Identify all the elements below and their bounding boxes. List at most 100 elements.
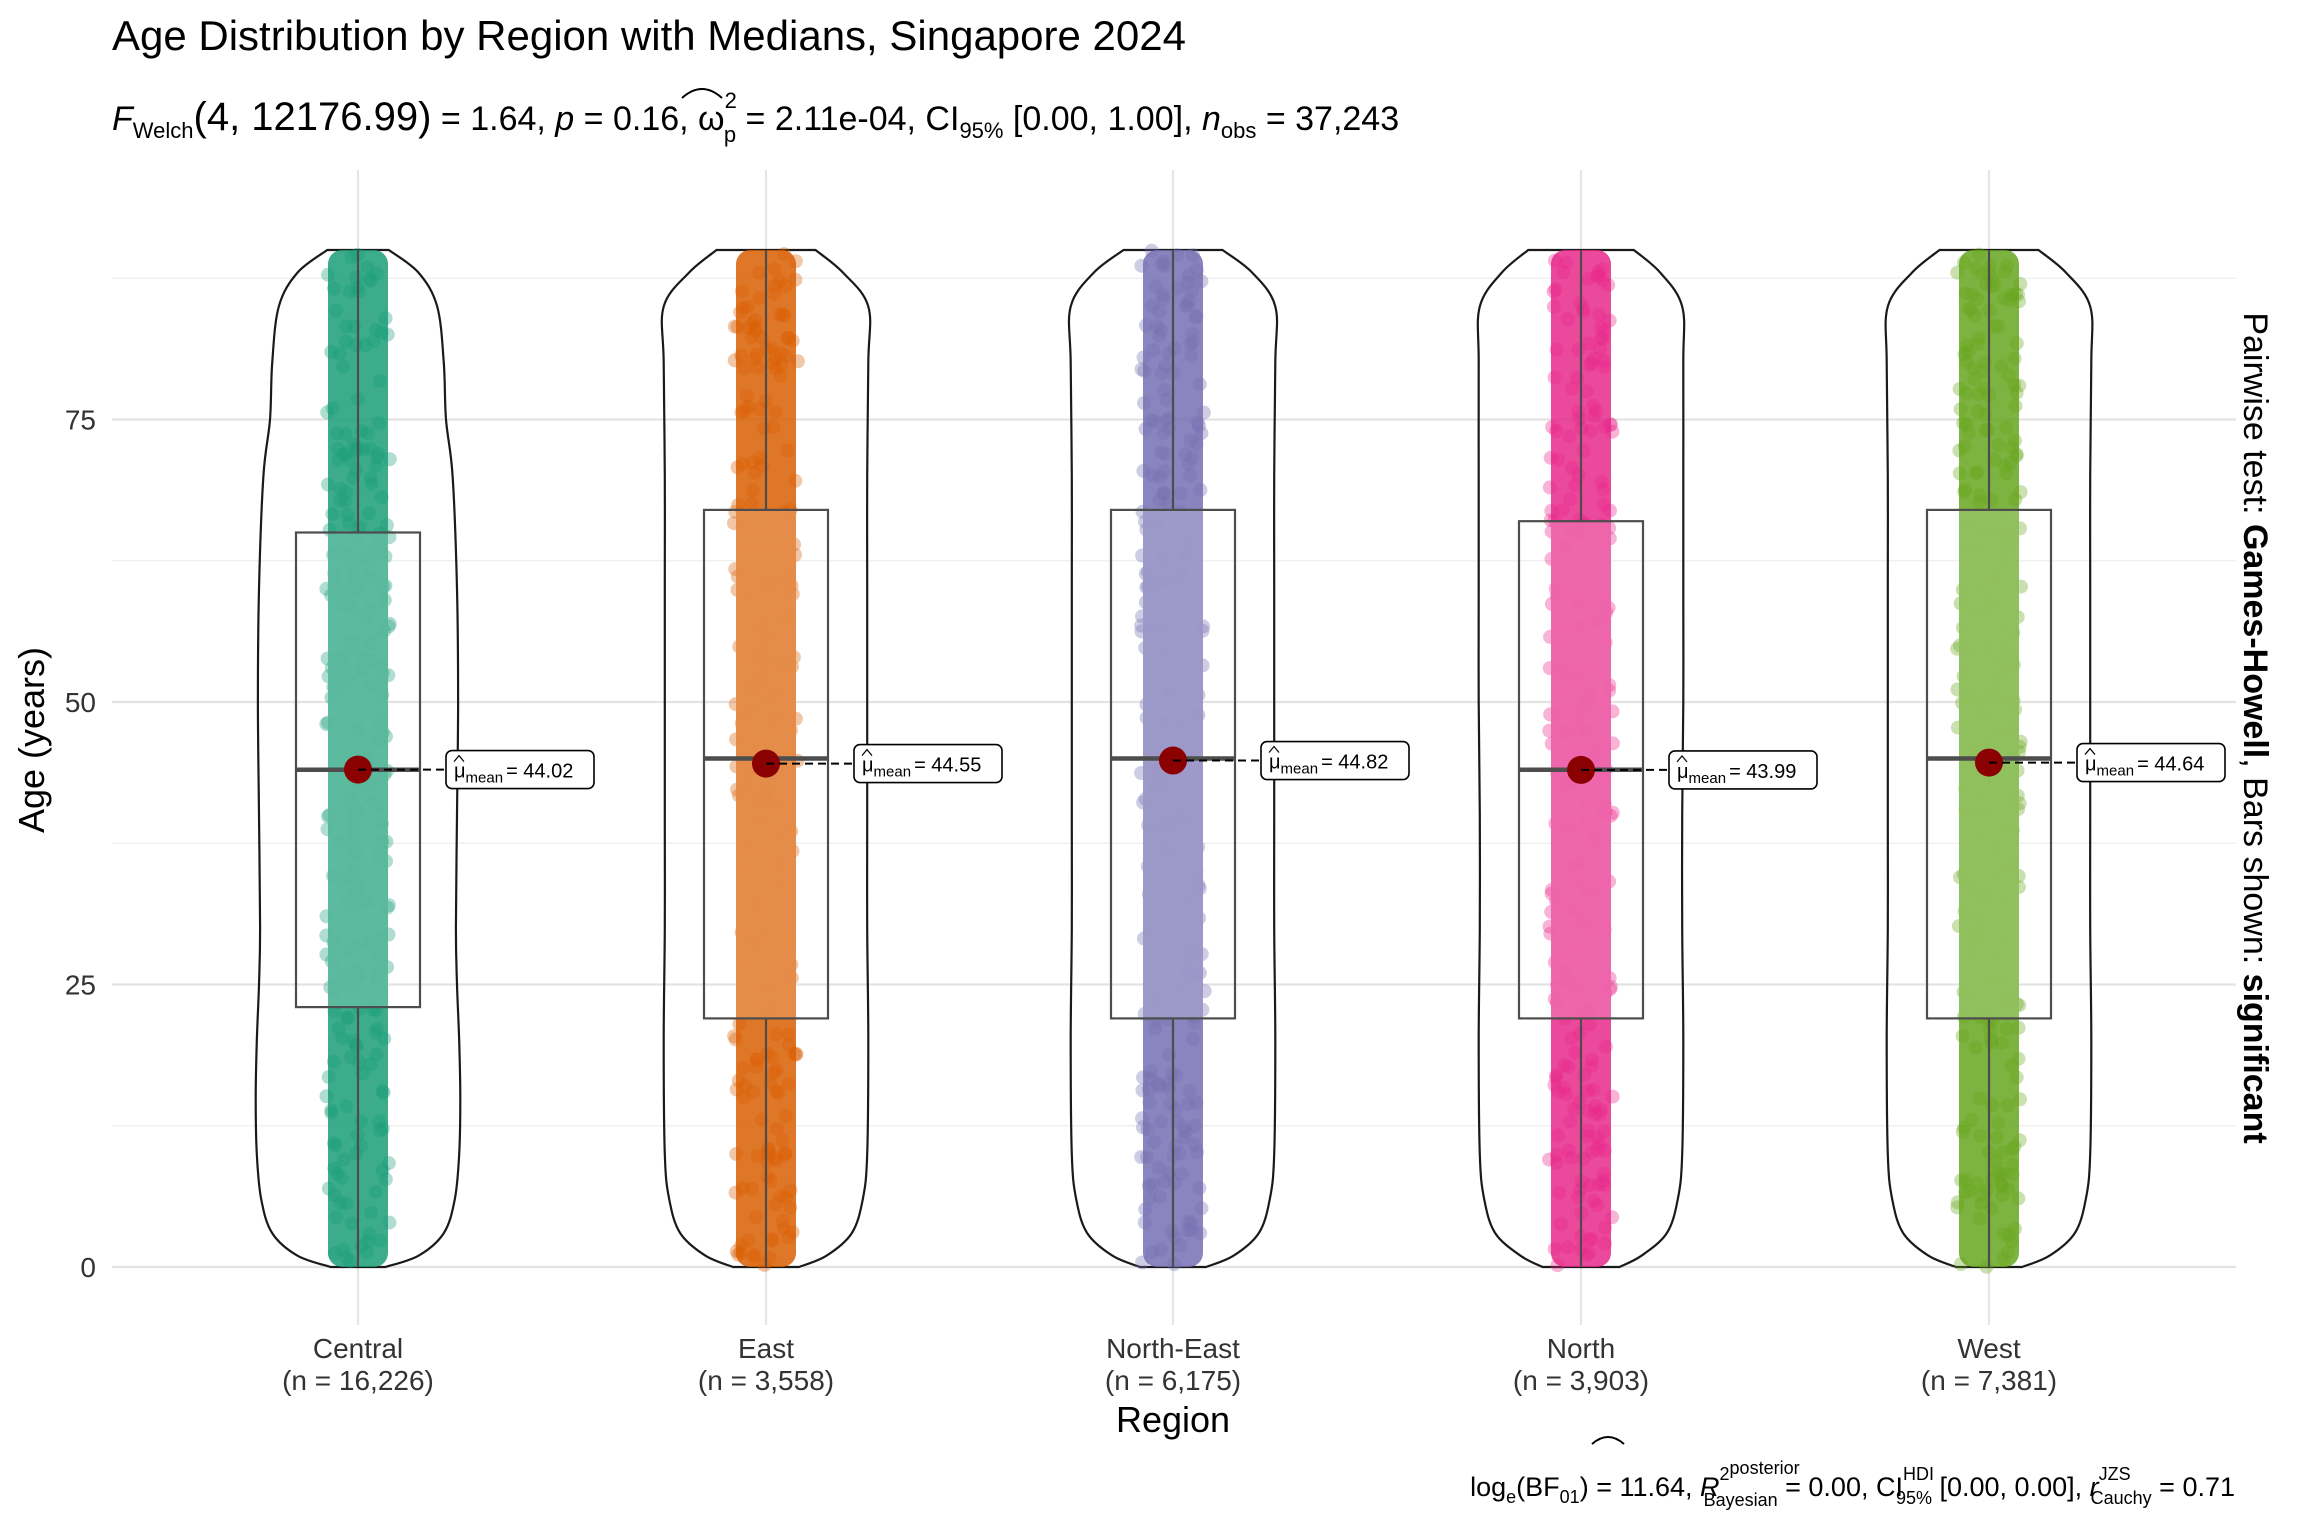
r2-superscript: 2: [1720, 1464, 1730, 1484]
jitter-point: [1590, 1142, 1605, 1157]
jitter-point: [336, 359, 351, 374]
jitter-point: [2005, 1234, 2020, 1249]
jitter-point: [1152, 1078, 1167, 1093]
jitter-point: [765, 1232, 780, 1247]
jitter-point: [740, 389, 754, 403]
jitter-point: [359, 1245, 374, 1260]
jitter-point: [736, 300, 751, 315]
jitter-point: [1139, 1150, 1154, 1165]
jitter-point: [1185, 248, 1200, 263]
jitter-point: [1158, 259, 1172, 273]
jitter-point: [730, 460, 745, 475]
pairwise-shown: significant: [2236, 974, 2274, 1144]
jitter-point: [1190, 415, 1205, 430]
jitter-point: [377, 1031, 392, 1046]
jitter-point: [1979, 1259, 1994, 1274]
jitter-point: [1167, 1230, 1182, 1245]
omega-superscript: 2: [725, 88, 737, 113]
jitter-point: [1976, 364, 1991, 379]
r-value: = 0.71: [2152, 1472, 2235, 1502]
chart-title: Age Distribution by Region with Medians,…: [112, 12, 1186, 59]
jitter-point: [1952, 443, 1967, 458]
jitter-point: [374, 490, 389, 505]
jitter-point: [1978, 407, 1993, 422]
jitter-point: [1970, 465, 1985, 480]
jitter-point: [2005, 1142, 2020, 1157]
jitter-point: [773, 368, 788, 383]
jitter-point: [777, 309, 792, 323]
jitter-point: [1590, 1130, 1605, 1145]
jitter-point: [2001, 1245, 2015, 1260]
pairwise-test-label: Pairwise test: Games-Howell, Bars shown:…: [2236, 312, 2274, 1143]
jitter-point: [1563, 1114, 1577, 1129]
jitter-point: [1605, 1210, 1620, 1225]
jitter-point: [1959, 417, 1974, 432]
jitter-point: [1594, 320, 1609, 335]
r2-subscript: Bayesian: [1704, 1490, 1778, 1510]
omega-value: = 2.11e-04, CI: [736, 100, 959, 138]
jitter-point: [727, 319, 742, 334]
jitter-point: [1181, 275, 1195, 290]
mean-mu: μ: [862, 755, 874, 777]
jitter-point: [1561, 1143, 1576, 1158]
jitter-point: [760, 1169, 775, 1184]
jitter-point: [1147, 414, 1162, 429]
jitter-point: [346, 471, 361, 486]
jitter-point: [2009, 447, 2024, 462]
jitter-point: [1180, 298, 1195, 313]
jitter-point: [748, 312, 763, 327]
x-tick-label: West: [1957, 1333, 2020, 1364]
jitter-point: [1546, 284, 1561, 299]
jitter-point: [1954, 1257, 1968, 1271]
jitter-point: [1959, 385, 1974, 400]
jitter-point: [1582, 336, 1596, 351]
jitter-point: [363, 471, 378, 486]
jitter-point: [1590, 1198, 1605, 1212]
jitter-point: [1583, 1177, 1598, 1192]
jitter-point: [742, 321, 756, 335]
jitter-point: [1146, 1177, 1161, 1192]
jitter-point: [749, 347, 764, 362]
jitter-point: [2011, 1020, 2026, 1035]
jitter-point: [339, 1099, 354, 1113]
jitter-point: [778, 1190, 793, 1205]
jitter-point: [1552, 1185, 1567, 1200]
jitter-point: [339, 485, 354, 500]
jitter-point: [740, 299, 755, 314]
jitter-point: [363, 273, 378, 288]
jitter-point: [1547, 370, 1562, 385]
jitter-point: [1597, 360, 1611, 374]
jitter-point: [1143, 1064, 1158, 1079]
jitter-point: [1996, 1227, 2011, 1241]
jitter-point: [1154, 1243, 1169, 1257]
jitter-point: [1972, 1091, 1987, 1106]
jitter-point: [329, 303, 344, 318]
jitter-point: [1157, 383, 1172, 397]
jitter-point: [1588, 1107, 1602, 1122]
jitter-point: [378, 1172, 393, 1187]
mean-mu: μ: [1269, 752, 1281, 774]
jitter-point: [362, 441, 377, 456]
jitter-point: [1194, 426, 1209, 441]
jitter-point: [749, 1210, 763, 1225]
jitter-point: [321, 267, 336, 282]
jitter-point: [1193, 1226, 1208, 1241]
jitter-point: [1592, 1177, 1606, 1192]
jitter-point: [769, 1084, 784, 1099]
jitter-point: [781, 1076, 796, 1091]
jitter-point: [1158, 447, 1173, 461]
jitter-point: [1173, 1146, 1188, 1161]
jitter-point: [753, 450, 768, 465]
jitter-point: [1958, 1173, 1973, 1188]
pairwise-method: Games-Howell: [2236, 524, 2274, 758]
jitter-point: [1969, 465, 1983, 480]
jitter-point: [1189, 309, 1204, 324]
omega-symbol: ω: [698, 100, 725, 138]
jitter-point: [320, 405, 335, 420]
jitter-point: [767, 286, 782, 301]
mean-value: = 43.99: [1729, 761, 1796, 783]
jitter-point: [1543, 450, 1558, 465]
jitter-point: [1586, 1082, 1601, 1097]
jitter-point: [1973, 1128, 1988, 1143]
jitter-point: [1601, 278, 1616, 293]
